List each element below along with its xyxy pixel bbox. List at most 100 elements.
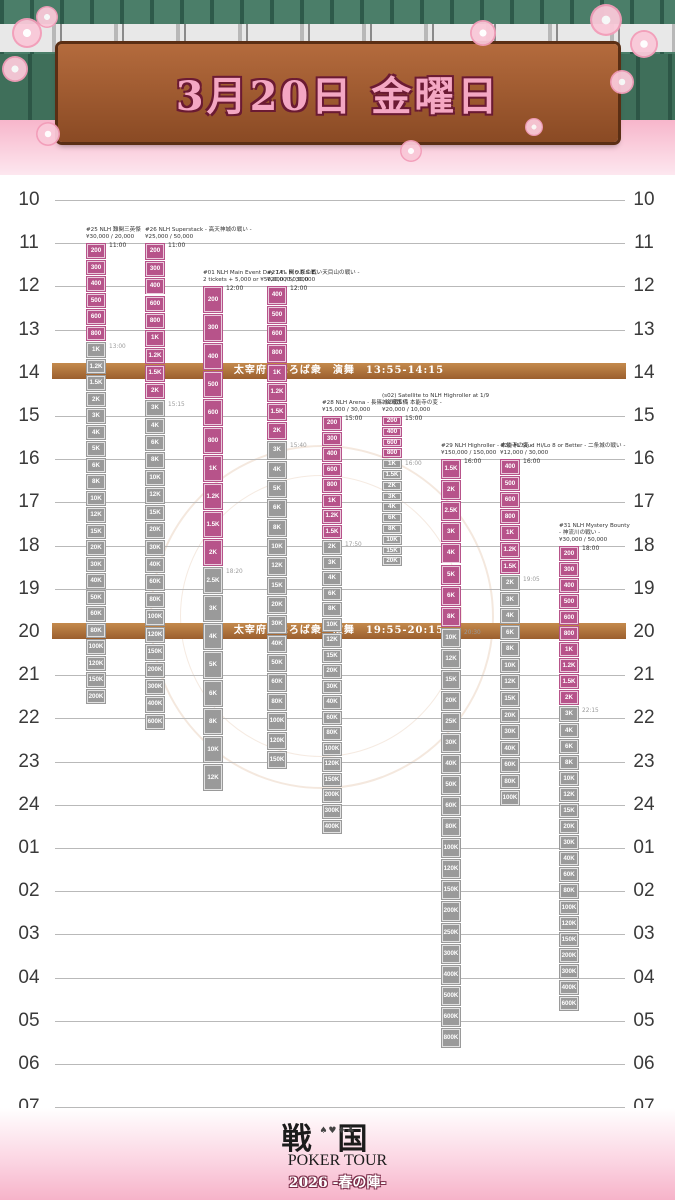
hour-label-left: 21 bbox=[18, 664, 40, 686]
event-late-reg-time: 17:50 bbox=[345, 542, 362, 549]
blind-level: 400K bbox=[322, 819, 342, 835]
hour-label-right: 05 bbox=[633, 1009, 655, 1031]
blind-level-label: 120K bbox=[560, 916, 578, 930]
blind-level: 500 bbox=[267, 305, 287, 325]
blind-level: 500 bbox=[86, 292, 106, 309]
blind-level: 600 bbox=[203, 398, 223, 426]
blind-level-label: 300 bbox=[146, 261, 164, 277]
blind-level-label: 12K bbox=[501, 675, 519, 690]
blind-level-label: 300 bbox=[560, 562, 578, 576]
blind-level-label: 10K bbox=[501, 658, 519, 673]
blind-level: 800 bbox=[145, 312, 165, 330]
blind-level-label: 4K bbox=[87, 425, 105, 440]
hour-label-right: 02 bbox=[633, 880, 655, 902]
blind-level: 600 bbox=[267, 325, 287, 344]
blind-level-label: 20K bbox=[383, 557, 401, 566]
event-late-reg-time: 19:05 bbox=[523, 577, 540, 584]
blind-level: 1K bbox=[500, 525, 520, 541]
blind-level: 250K bbox=[441, 922, 461, 943]
blind-level-label: 250K bbox=[442, 923, 460, 942]
event-late-reg-time: 13:00 bbox=[109, 344, 126, 351]
event-title-line: #25 NLH 難関三英傑 bbox=[86, 227, 141, 234]
blind-level: 80K bbox=[500, 773, 520, 790]
blind-level: 400 bbox=[86, 276, 106, 292]
blind-level: 8K bbox=[203, 707, 223, 735]
blind-level: 4K bbox=[382, 502, 402, 513]
cherry-blossom-icon bbox=[36, 6, 58, 28]
blind-level: 30K bbox=[322, 679, 342, 695]
blind-level: 15K bbox=[267, 576, 287, 596]
blind-level: 10K bbox=[203, 735, 223, 763]
blind-level: 150K bbox=[559, 931, 579, 947]
blind-level-label: 40K bbox=[146, 558, 164, 573]
blind-level-label: 1K bbox=[204, 455, 222, 481]
blind-level: 1.5K bbox=[203, 511, 223, 539]
blind-level-label: 80K bbox=[442, 818, 460, 837]
blind-level-label: 150K bbox=[268, 751, 286, 769]
event-start-time: 16:00 bbox=[523, 458, 541, 466]
hour-gridline bbox=[55, 891, 625, 893]
hour-label-left: 22 bbox=[18, 707, 40, 729]
blind-level: 800 bbox=[203, 426, 223, 454]
event-late-reg-time: 22:15 bbox=[582, 708, 599, 715]
blind-level-label: 500 bbox=[501, 476, 519, 491]
blind-level: 4K bbox=[145, 417, 165, 434]
blind-level: 600K bbox=[145, 713, 165, 731]
blind-level: 500 bbox=[203, 370, 223, 398]
blind-level: 15K bbox=[441, 669, 461, 690]
blind-level: 1.2K bbox=[267, 383, 287, 402]
event-title-line: ¥15,000 / 30,000 bbox=[322, 407, 371, 413]
blind-level: 200K bbox=[441, 901, 461, 922]
blind-level-label: 200 bbox=[383, 417, 401, 425]
blind-level: 50K bbox=[441, 775, 461, 796]
blind-level: 80K bbox=[322, 726, 342, 741]
event-start-time: 16:00 bbox=[464, 458, 482, 466]
blind-level: 4K bbox=[322, 571, 342, 586]
blind-level-label: 150K bbox=[87, 673, 105, 687]
blind-level: 300K bbox=[559, 963, 579, 979]
blind-level-label: 60K bbox=[501, 758, 519, 772]
event-title-line: 2 tickets + 5,000 or ¥50,000 / 50,000 bbox=[203, 277, 309, 284]
blind-level-label: 100K bbox=[442, 839, 460, 858]
blind-level-label: 400 bbox=[560, 578, 578, 592]
blind-level: 6K bbox=[441, 585, 461, 606]
blind-level: 15K bbox=[145, 504, 165, 522]
blind-level-label: 40K bbox=[501, 741, 519, 756]
blind-level-label: 10K bbox=[146, 470, 164, 486]
blind-level: 15K bbox=[86, 523, 106, 540]
blind-level: 1K bbox=[559, 642, 579, 658]
blind-level-label: 400K bbox=[442, 965, 460, 984]
blind-level: 300 bbox=[86, 259, 106, 276]
blind-level-label: 2K bbox=[204, 540, 222, 566]
blind-level: 60K bbox=[322, 710, 342, 726]
blind-level-label: 2K bbox=[560, 691, 578, 705]
blind-level-label: 15K bbox=[146, 505, 164, 521]
blind-level: 20K bbox=[382, 556, 402, 567]
event-title-line: ¥20,000 / 30,000 bbox=[267, 277, 316, 284]
blind-level-label: 80K bbox=[87, 623, 105, 638]
blind-level-label: 3K bbox=[501, 592, 519, 607]
blind-level: 120K bbox=[86, 655, 106, 672]
blind-level: 1.2K bbox=[322, 509, 342, 524]
event-late-reg-time: 16:00 bbox=[405, 461, 422, 468]
blind-level: 3K bbox=[322, 555, 342, 571]
blind-level: 8K bbox=[86, 474, 106, 490]
blind-level: 800 bbox=[382, 448, 402, 459]
blind-level: 20K bbox=[441, 690, 461, 711]
blind-level-label: 8K bbox=[204, 708, 222, 734]
blind-level-label: 1.5K bbox=[268, 403, 286, 420]
cherry-blossom-icon bbox=[630, 30, 658, 58]
blind-level-label: 400 bbox=[87, 277, 105, 291]
blind-level-label: 6K bbox=[146, 435, 164, 451]
hour-gridline bbox=[55, 1107, 625, 1109]
logo-main: 戦国 bbox=[281, 1122, 394, 1157]
blind-level-label: 2K bbox=[501, 576, 519, 590]
blind-level: 20K bbox=[322, 664, 342, 679]
blind-level-label: 6K bbox=[383, 514, 401, 522]
blind-level: 150K bbox=[322, 772, 342, 788]
blind-level: 3K bbox=[441, 522, 461, 543]
blind-level-label: 300K bbox=[146, 680, 164, 695]
blind-level: 400 bbox=[267, 286, 287, 305]
blind-level-label: 150K bbox=[442, 881, 460, 900]
blind-level: 10K bbox=[382, 534, 402, 545]
